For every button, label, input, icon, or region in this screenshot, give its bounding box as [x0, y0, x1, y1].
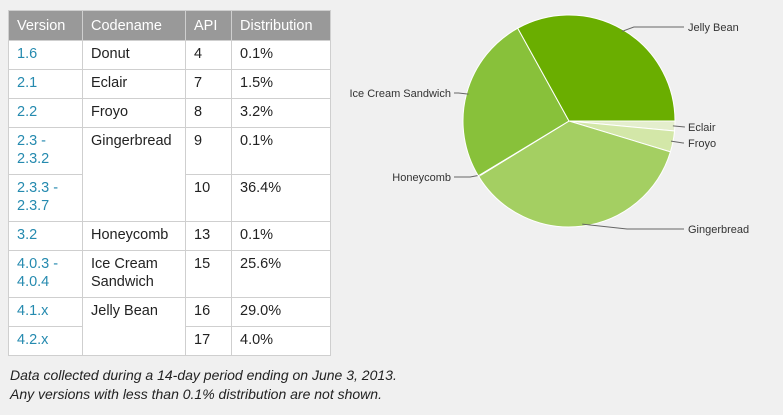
api-cell: 8 [185, 98, 232, 128]
api-cell: 9 [185, 127, 232, 175]
version-link[interactable]: 4.1.x [8, 297, 83, 327]
table-row: 3.2 Honeycomb 13 0.1% [8, 221, 331, 251]
table-row: 2.3 - 2.3.2 Gingerbread 9 0.1% [8, 127, 331, 222]
api-cell: 15 [185, 250, 232, 298]
leader-line-honeycomb [454, 174, 481, 178]
api-cell: 10 [185, 174, 232, 222]
distribution-cell: 1.5% [231, 69, 331, 99]
version-link[interactable]: 1.6 [8, 40, 83, 70]
table-row: 4.2.x 17 4.0% [8, 326, 331, 356]
codename-cell: Gingerbread [82, 127, 186, 222]
slice-label-froyo: Froyo [688, 138, 716, 150]
leader-line-gingerbread [582, 223, 684, 230]
slice-label-honeycomb: Honeycomb [392, 172, 451, 184]
distribution-cell: 36.4% [231, 174, 331, 222]
footnote-period: Data collected during a 14-day period en… [10, 367, 397, 383]
codename-cell: Donut [82, 40, 186, 70]
slice-label-jelly-bean: Jelly Bean [688, 22, 739, 34]
footnotes: Data collected during a 14-day period en… [10, 366, 397, 404]
version-link[interactable]: 4.2.x [8, 326, 83, 356]
slice-label-eclair: Eclair [688, 122, 716, 134]
distribution-cell: 4.0% [231, 326, 331, 356]
codename-cell: Jelly Bean [82, 297, 186, 356]
version-link[interactable]: 4.0.3 - 4.0.4 [8, 250, 83, 298]
distribution-table: Version Codename API Distribution 1.6 Do… [8, 10, 331, 356]
footnote-threshold: Any versions with less than 0.1% distrib… [10, 386, 382, 402]
version-link[interactable]: 2.2 [8, 98, 83, 128]
slice-label-ice-cream-sandwich: Ice Cream Sandwich [350, 88, 452, 100]
api-cell: 7 [185, 69, 232, 99]
distribution-cell: 25.6% [231, 250, 331, 298]
distribution-cell: 0.1% [231, 40, 331, 70]
codename-cell: Honeycomb [82, 221, 186, 251]
version-link[interactable]: 2.3.3 - 2.3.7 [8, 174, 83, 222]
slice-label-gingerbread: Gingerbread [688, 224, 749, 236]
codename-cell: Froyo [82, 98, 186, 128]
leader-line-eclair [672, 125, 685, 128]
header-version: Version [8, 10, 83, 41]
leader-line-ice-cream-sandwich [454, 92, 469, 95]
leader-line-froyo [670, 140, 684, 144]
version-link[interactable]: 3.2 [8, 221, 83, 251]
table-row: 4.0.3 - 4.0.4 Ice Cream Sandwich 15 25.6… [8, 250, 331, 298]
table-row: 1.6 Donut 4 0.1% [8, 40, 331, 70]
table-row: 2.3.3 - 2.3.7 10 36.4% [8, 174, 331, 222]
pie-slice-jelly-bean [517, 14, 676, 122]
api-cell: 13 [185, 221, 232, 251]
api-cell: 4 [185, 40, 232, 70]
distribution-cell: 29.0% [231, 297, 331, 327]
header-distribution: Distribution [231, 10, 331, 41]
api-cell: 17 [185, 326, 232, 356]
leader-line-jelly-bean [621, 26, 684, 32]
distribution-cell: 3.2% [231, 98, 331, 128]
distribution-cell: 0.1% [231, 221, 331, 251]
table-row: 4.1.x Jelly Bean 16 29.0% [8, 297, 331, 356]
table-row: 2.2 Froyo 8 3.2% [8, 98, 331, 128]
distribution-cell: 0.1% [231, 127, 331, 175]
